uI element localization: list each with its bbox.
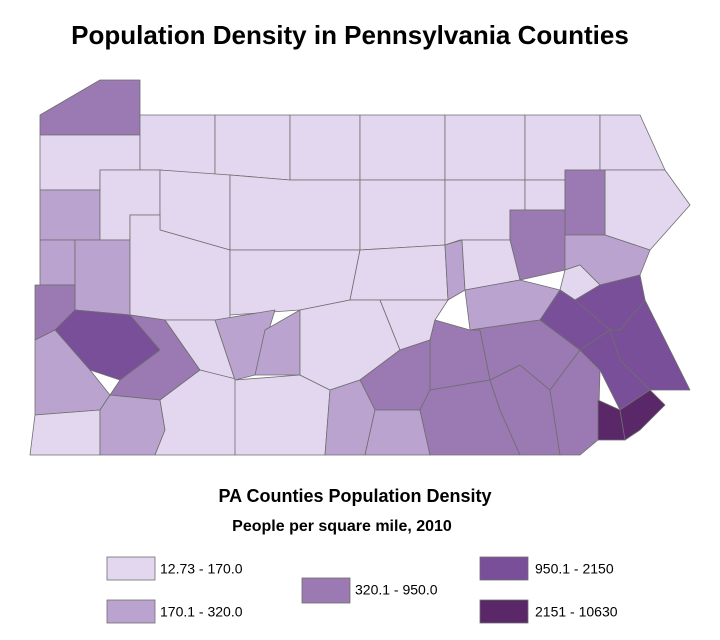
county [524,179,566,211]
county [599,114,666,171]
county [39,79,141,136]
county [234,374,331,456]
county [604,169,691,251]
legend-swatch [301,577,351,604]
county [99,394,166,456]
county [564,169,606,236]
legend-label: 950.1 - 2150 [535,561,614,577]
county [39,189,101,241]
legend-swatch [106,599,156,624]
legend-subtitle: People per square mile, 2010 [232,518,452,535]
county [619,389,666,441]
legend-label: 320.1 - 950.0 [355,582,438,598]
legend-title: PA Counties Population Density [218,486,491,506]
legend-swatch [106,556,156,581]
county [349,244,449,301]
legend-label: 2151 - 10630 [535,604,618,620]
county [364,409,431,456]
state-map [29,79,691,456]
legend-swatch [479,599,529,624]
county [29,409,101,456]
county [74,239,131,316]
legend: 12.73 - 170.0 170.1 - 320.0 320.1 - 950.… [106,556,618,624]
legend-label: 12.73 - 170.0 [160,561,243,577]
county [359,179,446,251]
title: Population Density in Pennsylvania Count… [71,20,629,50]
county [139,114,216,176]
legend-swatch [479,556,529,581]
county [509,209,566,281]
county [214,114,291,181]
legend-label: 170.1 - 320.0 [160,604,243,620]
county [444,114,526,181]
county [444,239,466,301]
county [289,114,361,181]
county [359,114,446,181]
county [39,239,76,286]
county [229,174,361,251]
